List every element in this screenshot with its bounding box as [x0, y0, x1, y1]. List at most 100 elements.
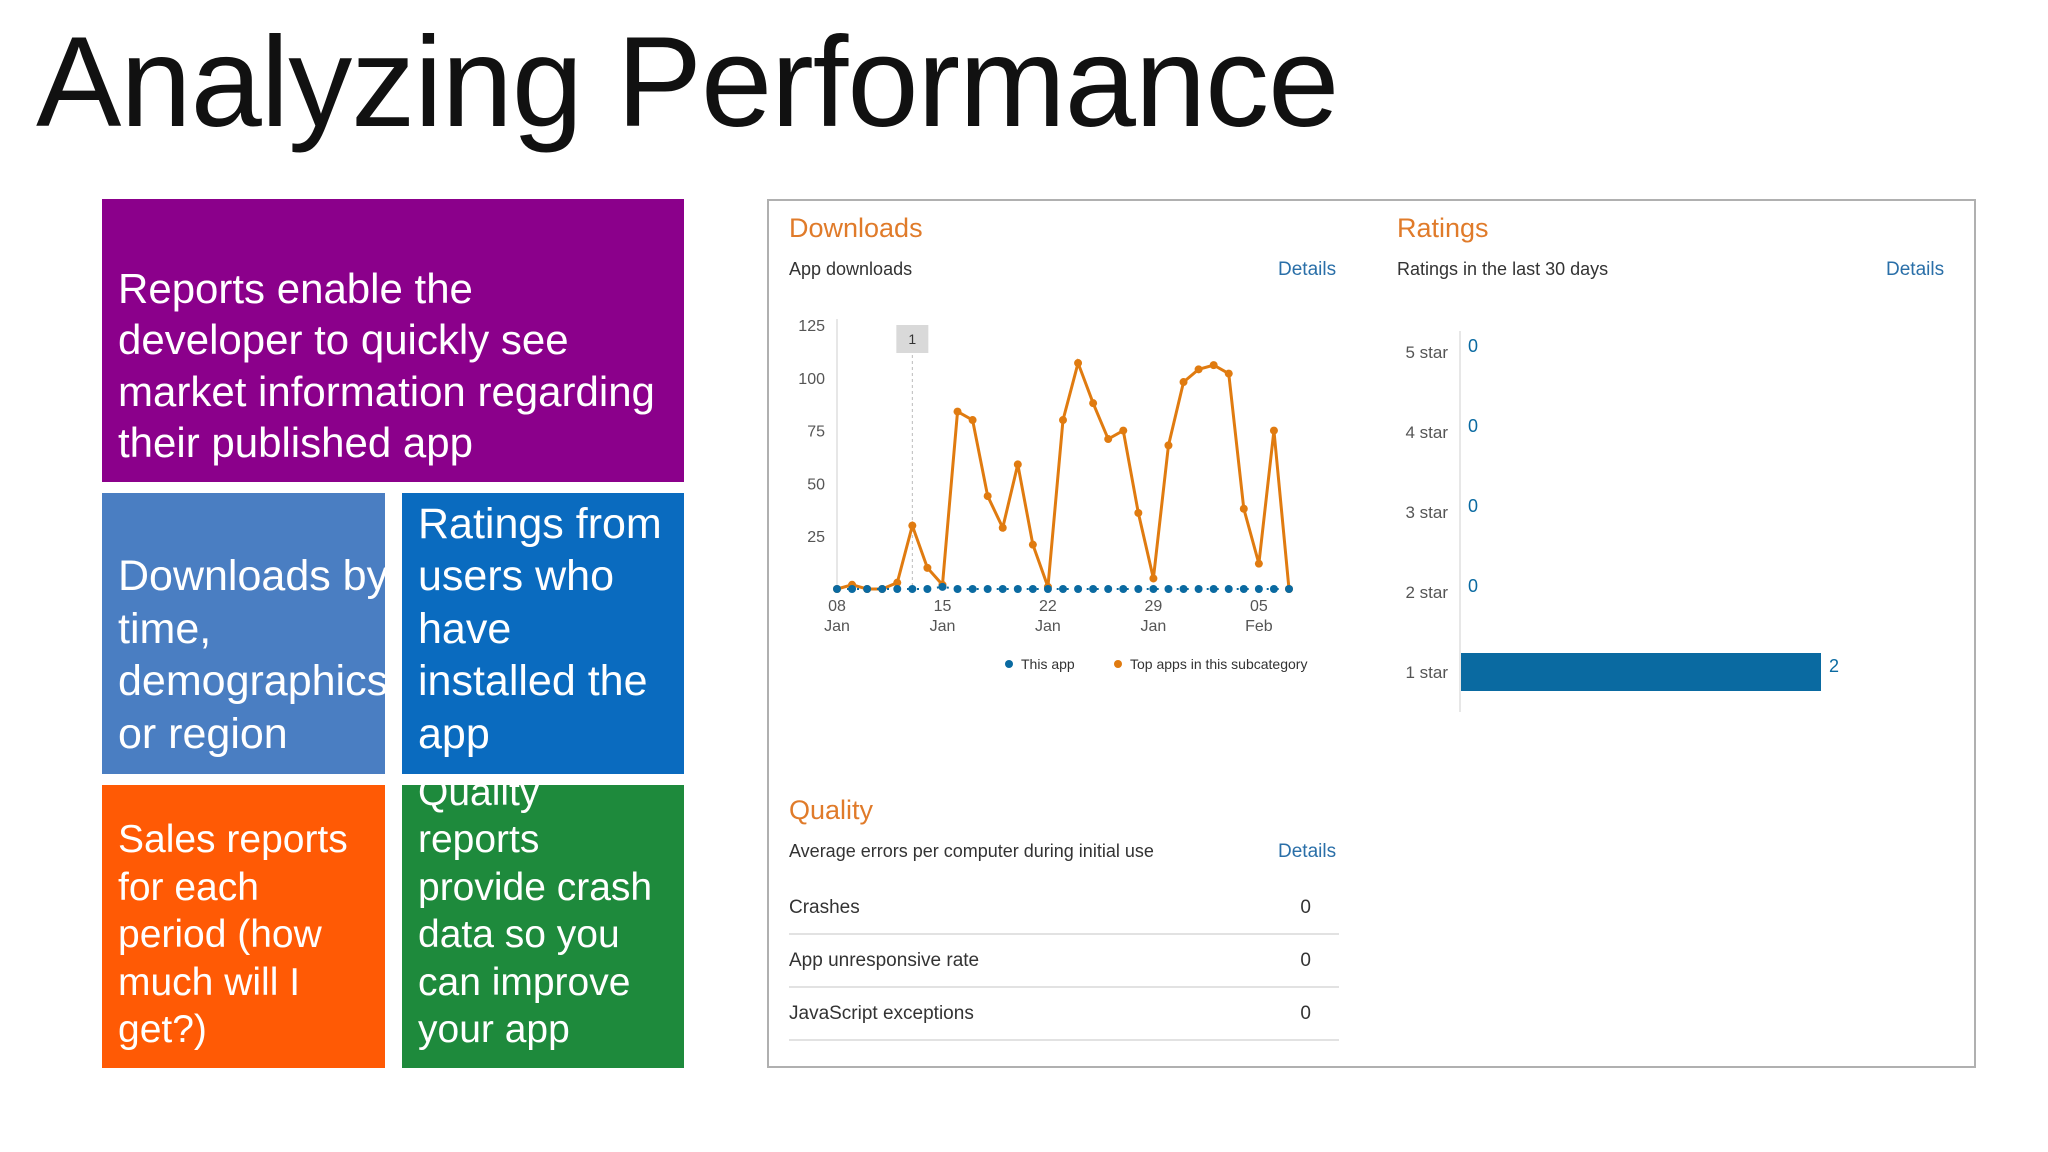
data-point-this-app [1134, 585, 1143, 593]
data-point-top-apps [953, 407, 962, 416]
data-point-this-app [1043, 585, 1052, 593]
x-tick-label: 08 Jan [824, 598, 850, 635]
slide-title: Analyzing Performance [36, 11, 1339, 154]
data-point-top-apps [1013, 460, 1022, 469]
quality-row-value: 0 [1300, 950, 1311, 971]
data-point-this-app [1028, 585, 1037, 593]
data-point-top-apps [908, 521, 917, 530]
x-tick-label-line: Feb [1245, 618, 1273, 635]
data-point-this-app [1179, 585, 1188, 593]
x-tick-label-line: 22 [1039, 598, 1057, 615]
downloads-line-chart: 25 50 75 100 125 08 Jan 15 Jan 22 Jan 29 Jan 05 Feb 1 Th… [798, 318, 1307, 672]
data-point-top-apps [1239, 504, 1248, 513]
data-point-this-app [1074, 585, 1083, 593]
data-point-this-app [998, 585, 1007, 593]
x-tick-label: 22 Jan [1035, 598, 1061, 635]
rating-value-label: 0 [1468, 336, 1478, 356]
data-point-top-apps [1134, 508, 1143, 517]
quality-tile-text: Quality reports provide crash data so yo… [418, 770, 653, 1052]
data-point-this-app [1209, 585, 1218, 593]
y-tick-label: 50 [807, 476, 825, 493]
x-tick-label: 05 Feb [1245, 598, 1273, 635]
data-point-top-apps [923, 563, 932, 572]
data-point-top-apps [983, 492, 992, 501]
data-point-this-app [1149, 585, 1158, 593]
x-tick-label-line: 15 [934, 598, 952, 615]
downloads-subtitle: App downloads [789, 259, 913, 279]
data-point-this-app [1089, 585, 1098, 593]
downloads-tile: Downloads by time, demographics, or regi… [102, 493, 400, 774]
data-point-this-app [833, 585, 841, 593]
x-tick-label: 15 Jan [930, 598, 956, 635]
data-point-this-app [983, 585, 992, 593]
marker-label: 1 [908, 331, 916, 347]
x-tick-label-line: Jan [824, 618, 850, 635]
quality-row-label: App unresponsive rate [789, 950, 980, 971]
legend-dot-top-apps [1114, 660, 1122, 668]
reports-tile-text: Reports enable the developer to quickly … [118, 265, 655, 466]
quality-row-unresponsive: App unresponsive rate 0 [789, 934, 1339, 988]
downloads-tile-text: Downloads by time, demographics, or regi… [118, 552, 401, 758]
y-tick-label: 75 [807, 424, 825, 441]
data-point-this-app [908, 585, 917, 593]
reports-tile: Reports enable the developer to quickly … [102, 199, 684, 482]
quality-section-title: Quality [789, 795, 874, 825]
data-point-this-app [1119, 585, 1128, 593]
data-point-this-app [1285, 585, 1293, 593]
x-tick-label-line: Jan [1035, 618, 1061, 635]
rating-value-label: 0 [1468, 496, 1478, 516]
data-point-top-apps [1059, 416, 1067, 425]
data-point-top-apps [1269, 426, 1278, 435]
data-point-this-app [848, 585, 857, 593]
rating-category-label: 2 star [1405, 583, 1448, 602]
ratings-subtitle: Ratings in the last 30 days [1397, 259, 1609, 279]
data-point-top-apps [1254, 559, 1263, 568]
data-point-top-apps [998, 523, 1007, 532]
data-point-top-apps [1119, 426, 1128, 435]
data-point-top-apps [1164, 441, 1173, 450]
data-point-this-app [1194, 585, 1203, 593]
data-point-top-apps [1149, 574, 1158, 583]
sales-tile: Sales reports for each period (how much … [102, 785, 385, 1068]
rating-category-label: 4 star [1405, 423, 1448, 442]
data-point-top-apps [1194, 365, 1203, 374]
rating-bar [1461, 653, 1821, 691]
data-point-top-apps [1028, 540, 1037, 549]
quality-details-link[interactable]: Details [1278, 841, 1337, 862]
data-point-this-app [1224, 585, 1233, 593]
data-point-top-apps [1179, 378, 1188, 387]
ratings-bar-chart: 5 star 0 4 star 0 3 star 0 2 star 0 1 star 2 [1405, 331, 1839, 712]
data-point-top-apps [1209, 361, 1218, 370]
y-tick-label: 125 [798, 318, 825, 335]
rating-category-label: 3 star [1405, 503, 1448, 522]
x-tick-label-line: Jan [930, 618, 956, 635]
data-point-this-app [938, 582, 947, 591]
data-point-this-app [863, 585, 872, 593]
data-point-top-apps [968, 416, 977, 425]
data-point-top-apps [893, 578, 902, 587]
downloads-details-link[interactable]: Details [1278, 259, 1337, 280]
ratings-section-title: Ratings [1397, 213, 1489, 243]
x-tick-label-line: Jan [1141, 618, 1167, 635]
quality-subtitle: Average errors per computer during initi… [789, 841, 1154, 861]
y-tick-label: 25 [807, 529, 825, 546]
x-tick-label-line: 05 [1250, 598, 1268, 615]
series-line-top-apps [836, 358, 1291, 591]
rating-category-label: 5 star [1405, 343, 1448, 362]
data-point-this-app [953, 585, 962, 593]
data-point-this-app [1104, 585, 1113, 593]
x-tick-label: 29 Jan [1141, 598, 1167, 635]
rating-category-label: 1 star [1405, 663, 1448, 682]
ratings-details-link[interactable]: Details [1886, 259, 1945, 280]
data-point-this-app [878, 585, 887, 593]
data-point-this-app [893, 585, 902, 593]
data-point-top-apps [1104, 435, 1113, 444]
data-point-top-apps [1224, 369, 1233, 378]
legend-label-top-apps: Top apps in this subcategory [1130, 656, 1307, 672]
ratings-tile: Ratings from users who have installed th… [402, 493, 684, 774]
data-point-this-app [1013, 585, 1022, 593]
sales-tile-text: Sales reports for each period (how much … [118, 818, 348, 1052]
y-tick-label: 100 [798, 371, 825, 388]
ratings-tile-text: Ratings from users who have installed th… [418, 499, 662, 758]
dashboard-panel: Downloads App downloads Details 25 50 75 10… [767, 199, 1976, 1068]
